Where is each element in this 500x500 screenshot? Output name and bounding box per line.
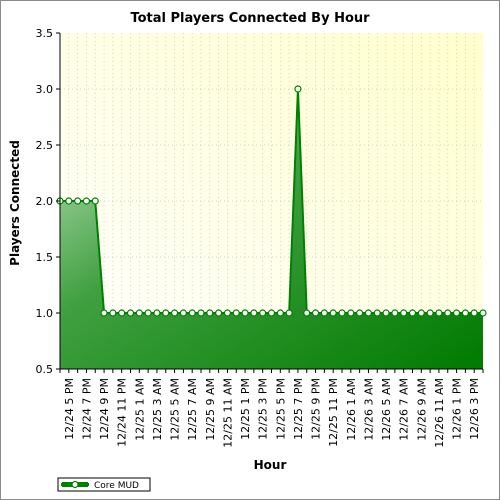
data-point xyxy=(232,309,240,317)
x-tick-label: 12/26 1 PM xyxy=(451,378,464,440)
plot-area: 0.5 1.0 1.5 2.0 2.5 3.0 3.5 12/24 5 PM 12/24 7 P… xyxy=(36,27,487,448)
data-point xyxy=(215,309,223,317)
x-tick-label: 12/24 9 PM xyxy=(98,378,111,440)
data-point xyxy=(126,309,135,317)
data-point xyxy=(267,309,276,317)
y-tick-label: 2.0 xyxy=(36,195,54,208)
data-point xyxy=(461,309,469,317)
legend-box xyxy=(57,477,151,492)
data-point xyxy=(241,309,249,317)
x-axis-label: Hour xyxy=(254,458,287,472)
data-point xyxy=(118,309,126,317)
x-tick-label: 12/25 3 AM xyxy=(151,378,164,441)
y-tick-label: 1.0 xyxy=(36,307,54,320)
x-tick-label: 12/26 1 AM xyxy=(345,378,358,441)
data-point xyxy=(311,309,320,317)
data-point xyxy=(435,309,443,317)
data-point xyxy=(294,85,302,93)
data-point xyxy=(170,309,179,317)
data-point xyxy=(179,309,187,317)
x-tick-label: 12/24 11 PM xyxy=(116,378,129,447)
data-point xyxy=(65,197,73,205)
data-point xyxy=(188,309,196,317)
x-tick-label: 12/25 3 PM xyxy=(257,378,270,440)
data-point xyxy=(74,197,82,205)
y-tick-label: 3.5 xyxy=(36,27,54,40)
data-point xyxy=(223,309,232,317)
x-tick-label: 12/25 5 AM xyxy=(169,378,182,441)
x-tick-label: 12/24 5 PM xyxy=(63,378,76,440)
y-tick-label: 3.0 xyxy=(36,83,54,96)
x-tick-label: 12/25 11 PM xyxy=(327,378,340,447)
data-point xyxy=(91,197,99,205)
x-tick-label: 12/25 9 PM xyxy=(310,378,323,440)
data-point xyxy=(382,309,390,317)
data-point xyxy=(100,309,108,317)
data-point xyxy=(479,309,487,317)
data-point xyxy=(452,309,461,317)
x-tick-label: 12/26 9 AM xyxy=(415,378,428,441)
data-point xyxy=(303,309,311,317)
data-point xyxy=(338,309,346,317)
x-tick-label: 12/24 7 PM xyxy=(80,378,93,440)
chart-title: Total Players Connected By Hour xyxy=(130,11,370,26)
x-tick-label: 12/26 11 AM xyxy=(433,378,446,448)
data-point xyxy=(364,309,373,317)
data-point xyxy=(320,309,328,317)
data-point xyxy=(329,309,337,317)
data-point xyxy=(206,309,214,317)
data-point xyxy=(197,309,205,317)
data-point xyxy=(408,309,417,317)
x-tick-label: 12/25 1 PM xyxy=(239,378,252,440)
x-tick-label: 12/26 7 AM xyxy=(398,378,411,441)
data-point xyxy=(470,309,478,317)
x-tick-label: 12/25 5 PM xyxy=(274,378,287,440)
x-tick-label: 12/26 5 AM xyxy=(380,378,393,441)
data-point xyxy=(162,309,170,317)
data-point xyxy=(153,309,161,317)
data-point xyxy=(285,309,293,317)
x-tick-label: 12/26 3 AM xyxy=(362,378,375,441)
data-point xyxy=(82,197,91,205)
x-tick-label: 12/25 9 AM xyxy=(204,378,217,441)
data-point xyxy=(109,309,117,317)
data-point xyxy=(356,309,364,317)
data-point xyxy=(276,309,284,317)
x-tick-label: 12/26 3 PM xyxy=(468,378,481,440)
data-point xyxy=(250,309,258,317)
x-tick-label: 12/25 7 PM xyxy=(292,378,305,440)
legend-label: Core MUD xyxy=(94,481,139,491)
data-point xyxy=(144,309,152,317)
data-point xyxy=(259,309,267,317)
legend-swatch-marker xyxy=(71,480,79,489)
data-point xyxy=(417,309,425,317)
y-axis-label: Players Connected xyxy=(8,140,22,266)
x-tick-label: 12/25 1 AM xyxy=(133,378,146,441)
y-tick-label: 2.5 xyxy=(36,139,54,152)
x-tick-label: 12/25 11 AM xyxy=(221,378,234,448)
legend: Core MUD xyxy=(57,477,151,492)
x-tick-label: 12/25 7 AM xyxy=(186,378,199,441)
data-point xyxy=(426,309,434,317)
data-point xyxy=(135,309,143,317)
data-point xyxy=(400,309,408,317)
data-point xyxy=(391,309,399,317)
data-point xyxy=(347,309,355,317)
y-tick-label: 0.5 xyxy=(36,363,54,376)
y-tick-label: 1.5 xyxy=(36,251,54,264)
data-point xyxy=(373,309,381,317)
data-point xyxy=(444,309,452,317)
